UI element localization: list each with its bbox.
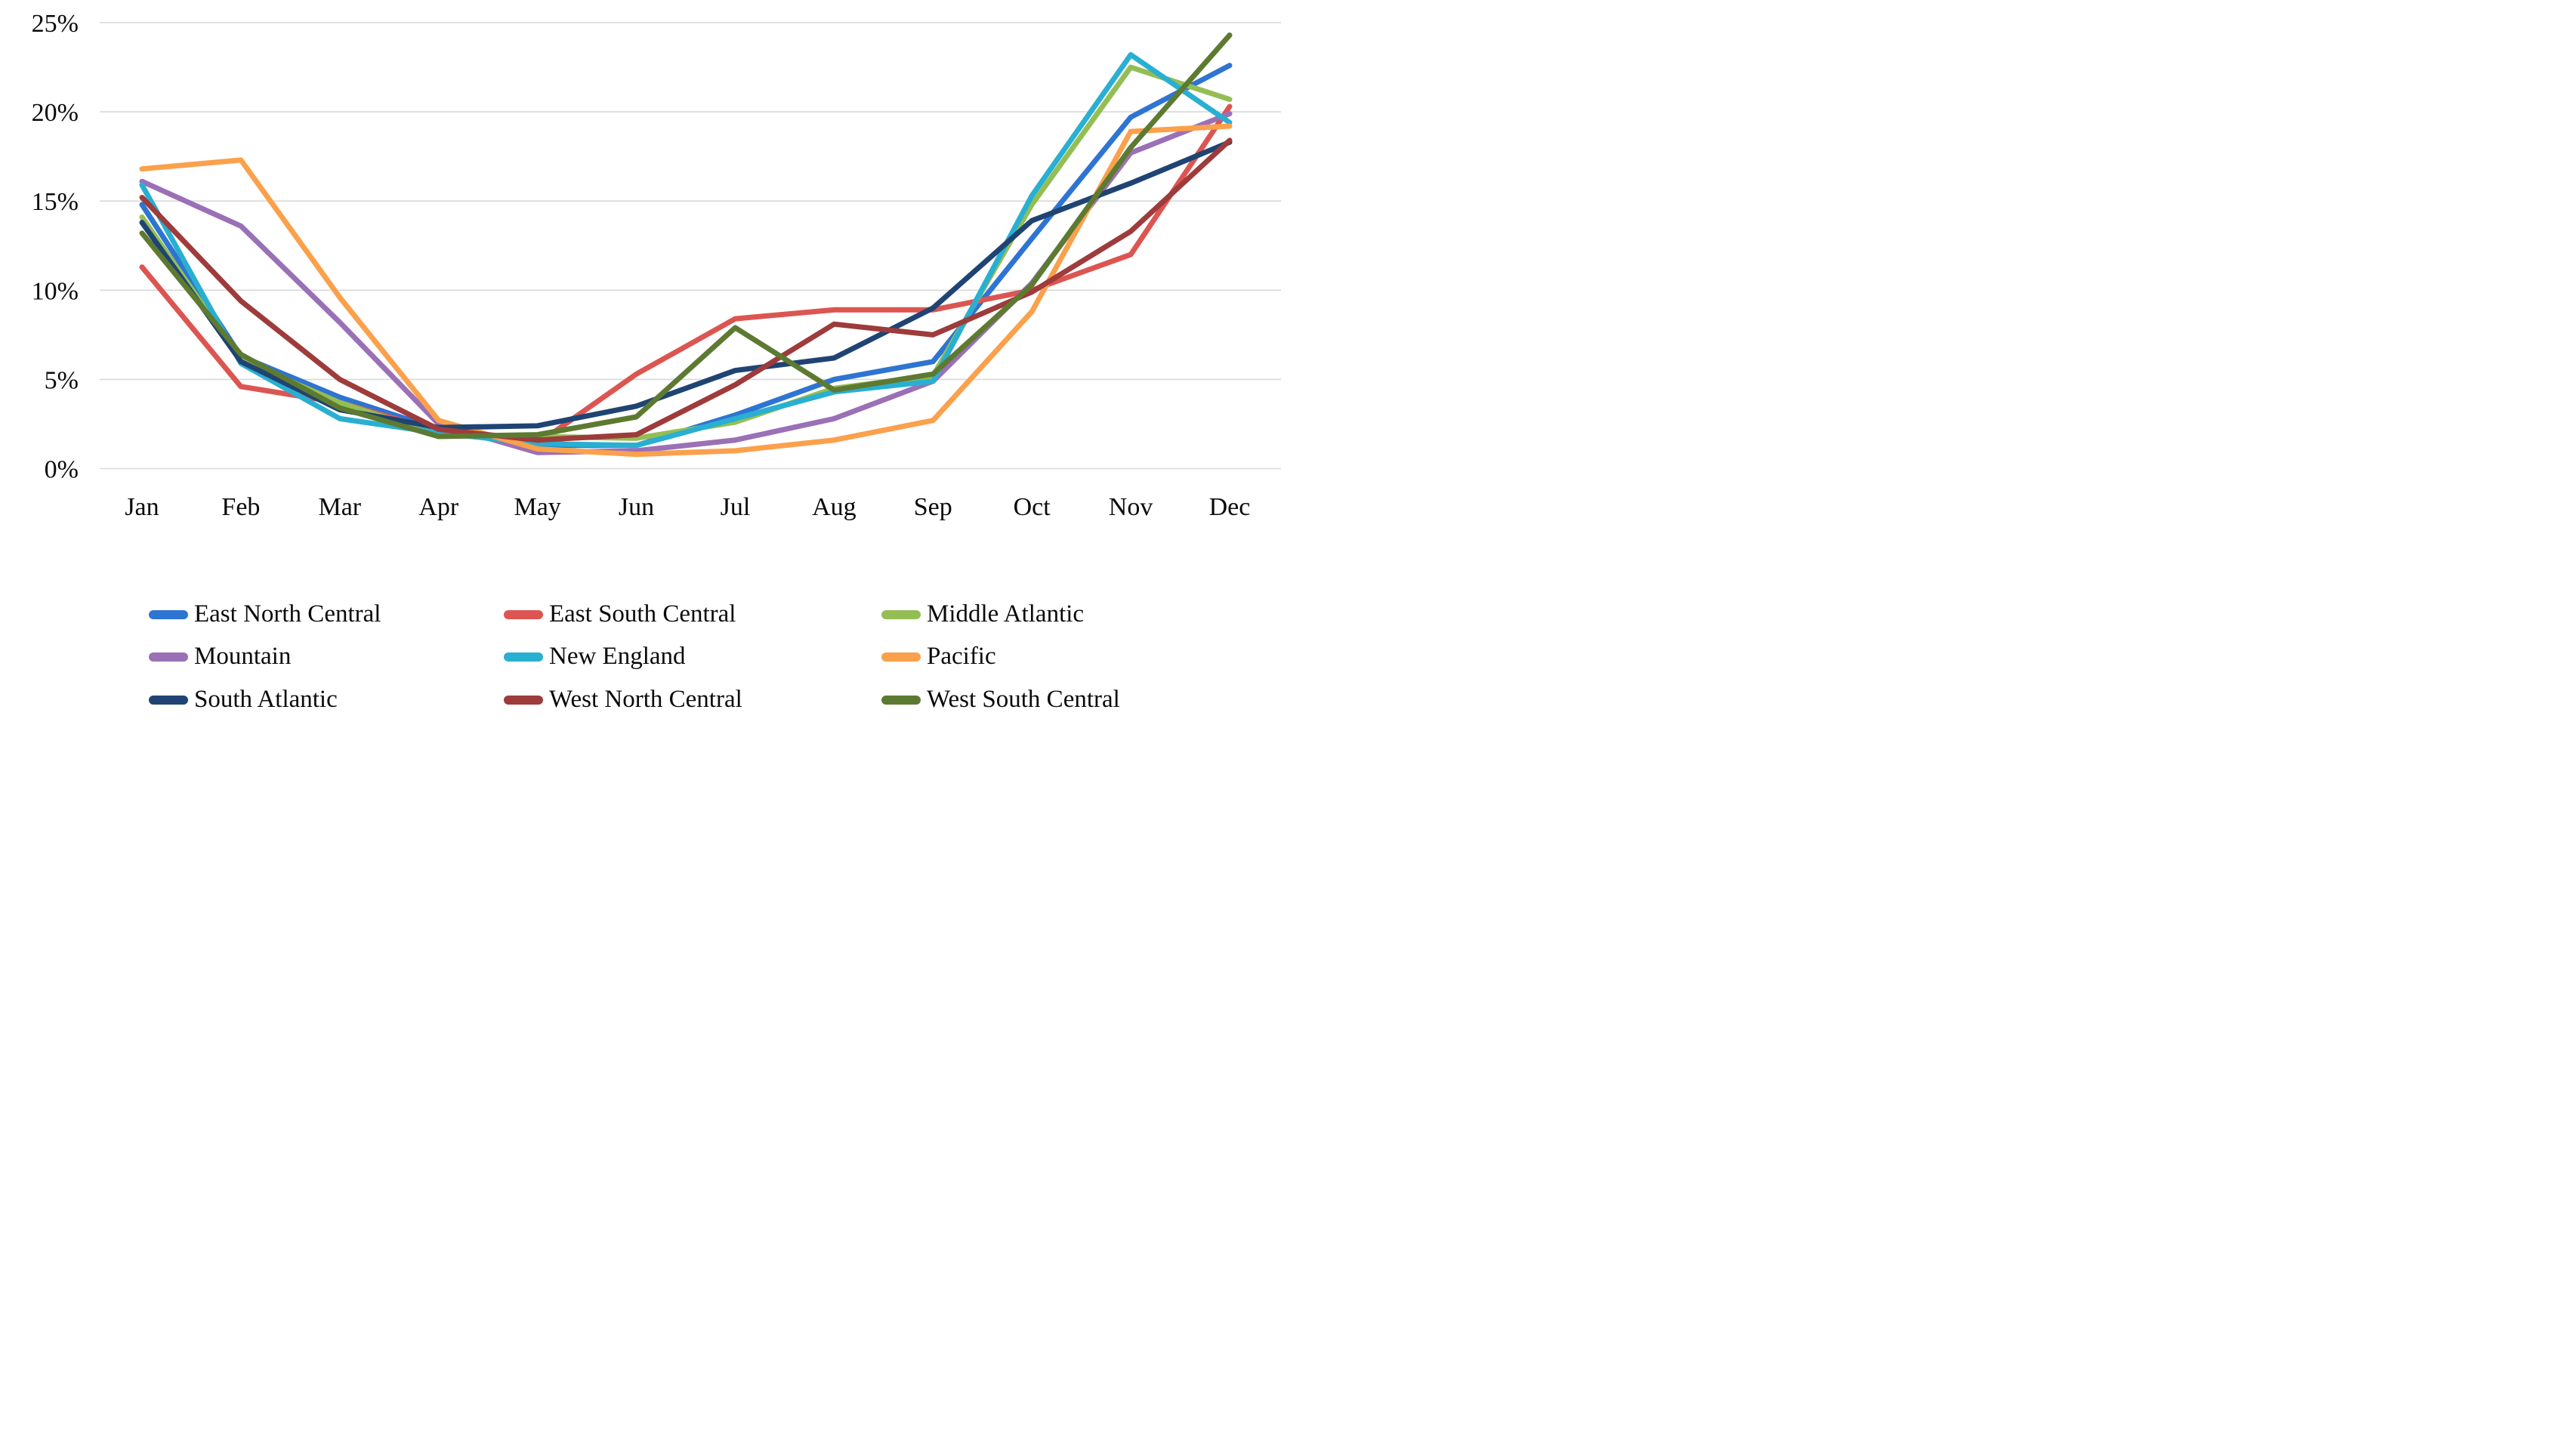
x-tick-label-jul: Jul — [721, 493, 751, 521]
legend-swatch-east-south-central — [504, 609, 543, 619]
x-tick-label-oct: Oct — [1014, 493, 1051, 521]
legend-swatch-mountain — [149, 652, 188, 662]
chart-legend: East North Central East South Central Midd… — [0, 581, 1284, 728]
legend-swatch-middle-atlantic — [881, 609, 921, 619]
y-tick-label: 15% — [32, 188, 79, 216]
legend-item-east-north-central: East North Central — [149, 602, 381, 627]
x-tick-label-aug: Aug — [812, 493, 857, 521]
legend-label-south-atlantic: South Atlantic — [194, 686, 338, 713]
y-tick-label: 10% — [32, 277, 79, 305]
legend-swatch-east-north-central — [149, 609, 188, 619]
legend-label-east-north-central: East North Central — [194, 600, 381, 628]
y-tick-label: 0% — [45, 456, 79, 484]
legend-item-pacific: Pacific — [881, 644, 996, 669]
legend-item-east-south-central: East South Central — [504, 602, 736, 627]
legend-item-south-atlantic: South Atlantic — [149, 687, 338, 712]
x-tick-label-may: May — [514, 493, 560, 521]
series-line-west-south-central — [139, 32, 1233, 440]
legend-label-east-south-central: East South Central — [549, 600, 736, 628]
x-tick-label-jan: Jan — [125, 493, 159, 521]
y-tick-label: 25% — [32, 10, 79, 38]
x-tick-label-nov: Nov — [1109, 493, 1153, 521]
x-tick-label-sep: Sep — [914, 493, 952, 521]
legend-label-new-england: New England — [549, 643, 686, 670]
legend-item-mountain: Mountain — [149, 644, 291, 669]
legend-swatch-west-north-central — [504, 695, 543, 705]
legend-label-middle-atlantic: Middle Atlantic — [927, 600, 1085, 628]
legend-label-pacific: Pacific — [927, 643, 996, 670]
legend-item-new-england: New England — [504, 644, 686, 669]
legend-label-west-north-central: West North Central — [549, 686, 742, 713]
legend-label-mountain: Mountain — [194, 643, 292, 670]
x-tick-label-mar: Mar — [318, 493, 361, 521]
legend-item-west-north-central: West North Central — [504, 687, 742, 712]
x-tick-label-feb: Feb — [221, 493, 260, 521]
x-tick-label-apr: Apr — [418, 493, 459, 521]
legend-swatch-west-south-central — [881, 695, 921, 705]
legend-swatch-south-atlantic — [149, 695, 188, 705]
x-tick-label-dec: Dec — [1209, 493, 1251, 521]
legend-label-west-south-central: West South Central — [927, 686, 1120, 713]
line-chart: 0% 5% 10% 15% 20% 25% Jan Feb Mar Apr May Jun Jul Aug… — [0, 0, 1284, 728]
y-tick-label: 20% — [32, 99, 79, 127]
x-tick-label-jun: Jun — [619, 493, 654, 521]
y-tick-label: 5% — [45, 366, 79, 394]
legend-item-middle-atlantic: Middle Atlantic — [881, 602, 1084, 627]
series-line-new-england — [139, 52, 1233, 449]
series-line-west-north-central — [139, 137, 1233, 443]
legend-item-west-south-central: West South Central — [881, 687, 1120, 712]
plot-area: 0% 5% 10% 15% 20% 25% Jan Feb Mar Apr May Jun Jul Aug… — [32, 10, 1281, 521]
legend-swatch-new-england — [504, 652, 543, 662]
legend-swatch-pacific — [881, 652, 921, 662]
